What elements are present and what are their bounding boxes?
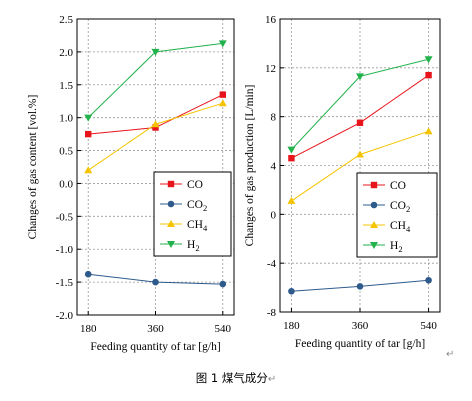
chart-1-legend-label-2: CH4 (187, 219, 208, 233)
chart-1-ytick-label-7: 1.5 (59, 80, 73, 92)
chart-1-ytick-label-3: -0.5 (56, 211, 74, 223)
chart-1-series-0 (85, 91, 226, 138)
chart-1-series-2-point-2 (218, 99, 227, 107)
chart-1-ytick-label-1: -1.5 (56, 277, 74, 289)
chart-1-legend-label-3: H2 (187, 239, 200, 253)
chart-1-legend-marker-3 (167, 241, 175, 248)
chart-2-ytick-label-5: 12 (265, 63, 276, 75)
figure-caption: 图 1 煤气成分 (195, 371, 268, 385)
chart-1-legend-marker-0 (167, 180, 175, 188)
chart-1-series-2 (84, 99, 227, 174)
paragraph-mark: ↵ (267, 374, 277, 385)
chart-2-series-3-point-1 (356, 73, 364, 81)
chart-2-ytick-label-4: 8 (271, 112, 277, 124)
chart-1-xtick-label-2: 540 (215, 323, 232, 335)
chart-1-series-0-point-1 (152, 124, 159, 131)
chart-1-series-3-point-1 (151, 48, 160, 56)
chart-2-ytick-label-2: 0 (271, 209, 277, 221)
chart-2-xtick-label-1: 360 (352, 320, 369, 332)
chart-2-legend-marker-2 (370, 221, 378, 228)
chart-1-series-0-point-2 (219, 91, 226, 98)
chart-2-ytick-label-3: 4 (271, 161, 277, 173)
chart-1-ylabel: Changes of gas content [vol.%] (27, 95, 39, 240)
chart-1-series-2-point-0 (84, 166, 93, 174)
chart-2-legend-label-0: CO (390, 180, 406, 192)
chart-2-legend-label-3: H2 (390, 240, 403, 254)
chart-1-series-3-point-2 (218, 40, 227, 48)
chart-2-xtick-label-2: 540 (420, 320, 437, 332)
chart-2-ytick-label-0: -8 (267, 307, 277, 319)
chart-1-legend-marker-2 (167, 220, 175, 227)
chart-1-grid (77, 19, 234, 315)
chart-1-series-1-point-2 (219, 280, 227, 288)
chart-2-grid (280, 19, 440, 312)
chart-2-series-3-point-0 (287, 146, 296, 154)
chart-1-ytick-label-5: 0.5 (59, 146, 73, 158)
chart-2-legend-label-2: CH4 (390, 220, 411, 234)
chart-2-series-0-point-2 (425, 71, 432, 79)
chart-2-series-0-point-1 (356, 119, 364, 126)
chart-1-ytick-label-9: 2.5 (59, 14, 73, 26)
chart-2-ytick-label-6: 16 (265, 14, 277, 26)
chart-2-series-3 (287, 56, 433, 154)
chart-2-series-1-point-0 (288, 287, 295, 295)
chart-2-legend: CO CO2 CH4 H2 (356, 172, 438, 258)
chart-1-legend-label-1: CO2 (187, 199, 207, 213)
chart-1-legend-box (153, 171, 232, 257)
chart-1-series-1-point-0 (84, 270, 92, 278)
chart-2-xlabel: Feeding quantity of tar [g/h] (295, 338, 425, 350)
chart-1-ytick-label-6: 1.0 (59, 113, 73, 125)
chart-1-series-3-point-0 (84, 114, 93, 122)
chart-2-series-2-point-2 (424, 127, 433, 135)
chart-1: -2.0 -1.5 -1.0 -0.5 0.0 0.5 1.0 1.5 2.0 2.5 180 360… (27, 14, 235, 353)
chart-1-ytick-label-4: 0.0 (59, 178, 73, 190)
chart-2-series-1 (288, 276, 432, 295)
chart-2-legend-marker-3 (370, 242, 378, 249)
chart-2-legend-label-1: CO2 (390, 200, 410, 214)
chart-2: -8 -4 0 4 8 12 16 180 360 540 Feeding quantity of … (244, 14, 441, 350)
chart-2-legend-marker-1 (370, 201, 378, 209)
chart-1-series-1 (84, 270, 227, 288)
chart-1-ytick-label-0: -2.0 (56, 310, 74, 322)
chart-1-xtick-label-1: 360 (147, 323, 164, 335)
chart-2-series-1-point-1 (356, 283, 364, 290)
chart-2-ytick-label-1: -4 (267, 258, 277, 270)
chart-1-series-1-point-1 (152, 278, 159, 286)
chart-1-xtick-label-0: 180 (80, 323, 97, 335)
chart-2-series-2-point-0 (287, 196, 296, 204)
chart-1-legend: CO CO2 CH4 H2 (153, 171, 232, 257)
chart-1-ytick-label-8: 2.0 (59, 47, 73, 59)
chart-1-legend-label-0: CO (187, 179, 203, 191)
paragraph-mark-upper: ↵ (446, 349, 455, 360)
chart-2-series-2 (287, 127, 433, 204)
chart-2-series-0-point-0 (288, 154, 295, 162)
chart-2-ylabel: Changes of gas production [L/min] (244, 85, 256, 247)
chart-2-xtick-label-0: 180 (283, 320, 300, 332)
chart-2-series-3-point-2 (424, 56, 433, 64)
chart-2-series-1-point-2 (425, 276, 432, 284)
chart-1-legend-marker-1 (167, 200, 175, 208)
chart-1-ytick-label-2: -1.0 (56, 244, 74, 256)
chart-2-legend-marker-0 (370, 181, 378, 189)
chart-1-series-2-point-1 (151, 120, 160, 128)
chart-2-series-2-point-1 (356, 150, 364, 158)
chart-2-series-0 (288, 71, 432, 162)
figure-caption-row: 图 1 煤气成分↵ ↵ (0, 349, 472, 386)
chart-1-xlabel: Feeding quantity of tar [g/h] (90, 341, 220, 353)
chart-1-series-3 (84, 40, 227, 122)
chart-1-series-0-point-0 (85, 130, 92, 138)
chart-2-legend-box (356, 172, 438, 258)
